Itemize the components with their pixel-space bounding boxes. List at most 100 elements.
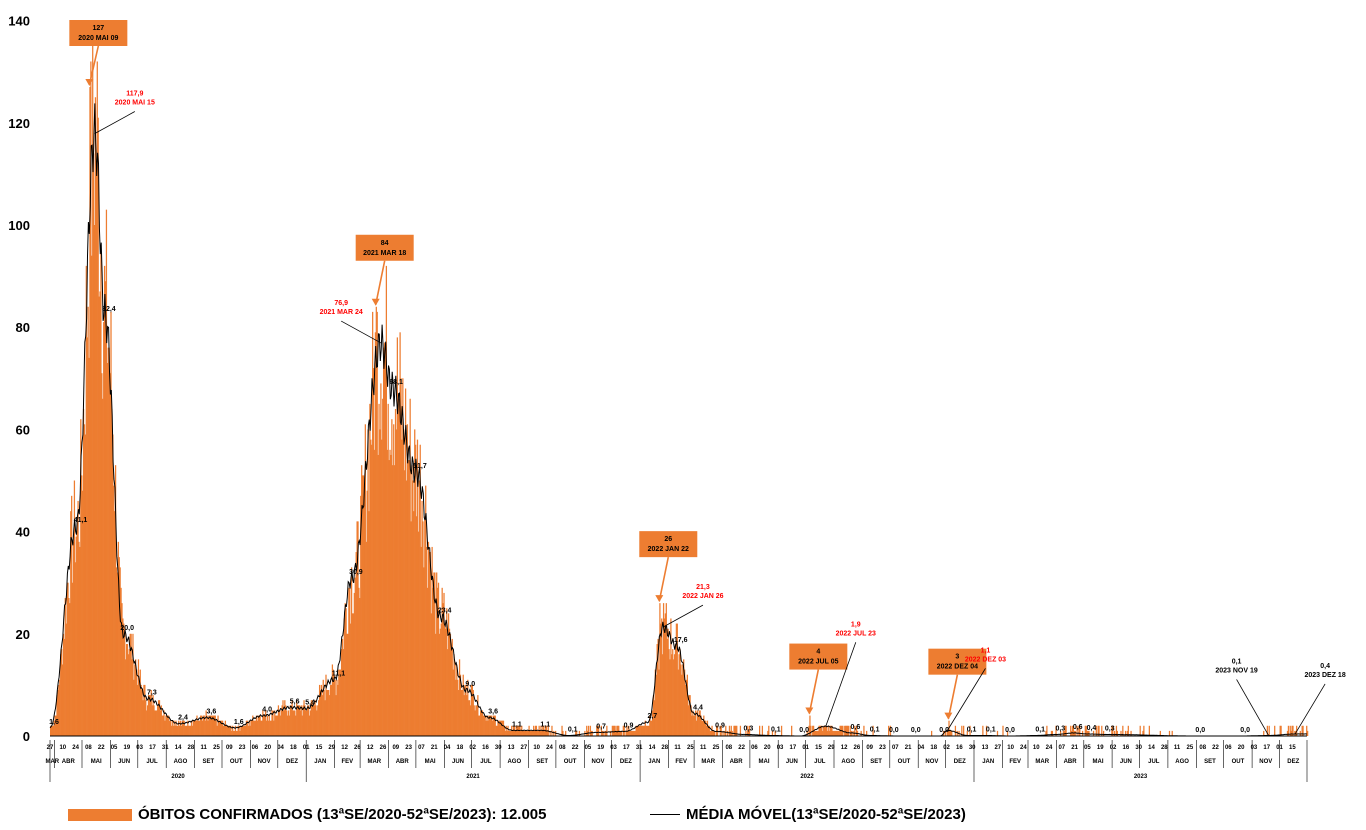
x-day-tick: 10: [59, 745, 66, 751]
bar: [1076, 725, 1078, 736]
callout-box: [639, 531, 698, 558]
bar: [672, 649, 674, 736]
bar: [384, 347, 387, 736]
bar: [694, 710, 697, 736]
bar: [270, 720, 272, 736]
bar: [686, 674, 688, 736]
bar: [457, 679, 459, 736]
bar: [739, 725, 742, 736]
bar: [106, 362, 108, 736]
bar: [736, 725, 738, 736]
bar: [600, 725, 602, 736]
bar: [460, 690, 463, 736]
bar: [305, 710, 307, 736]
bar: [149, 695, 151, 736]
bar: [434, 572, 436, 736]
bar: [378, 403, 380, 736]
bar: [264, 715, 266, 736]
data-label: 0,1: [967, 726, 977, 733]
bar: [847, 725, 850, 736]
bar: [172, 725, 174, 736]
bar: [255, 715, 258, 736]
callout-arrowhead: [944, 712, 953, 720]
bar: [513, 725, 516, 736]
x-day-tick: 22: [572, 745, 579, 751]
bar: [496, 725, 498, 736]
x-month-label: AGO: [174, 759, 188, 765]
bar: [295, 715, 297, 736]
bar: [1002, 725, 1004, 736]
bar: [702, 720, 704, 736]
bar: [189, 725, 191, 736]
bar: [1168, 730, 1171, 736]
x-day-tick: 09: [866, 745, 873, 751]
x-month-label: AGO: [507, 759, 521, 765]
bar: [368, 511, 370, 736]
bar: [522, 730, 525, 736]
bar: [1292, 725, 1294, 736]
bar: [541, 730, 543, 736]
bar: [458, 690, 460, 736]
bar: [64, 598, 66, 736]
bar: [222, 725, 225, 736]
bar: [452, 669, 454, 736]
bar: [676, 623, 678, 736]
bar: [604, 730, 606, 736]
x-month-label: JUN: [452, 759, 464, 765]
bar: [1115, 725, 1118, 736]
bar: [307, 705, 310, 736]
bar: [1062, 730, 1064, 736]
callout-value: 21,3: [696, 584, 710, 591]
bar: [420, 546, 422, 736]
bar: [243, 725, 245, 736]
bar: [708, 725, 710, 736]
bar: [433, 572, 435, 736]
bar: [1070, 730, 1073, 736]
bar: [372, 311, 374, 736]
bar: [248, 720, 250, 736]
bar: [200, 715, 203, 736]
bar: [316, 710, 318, 736]
legend-line-label: MÉDIA MÓVEL(13ªSE/2020-52ªSE/2023): [686, 806, 966, 823]
callout-value: 3: [955, 654, 959, 661]
bar: [318, 700, 320, 736]
x-day-tick: 09: [392, 745, 399, 751]
bar: [630, 730, 632, 736]
bar: [575, 730, 577, 736]
bar: [670, 618, 672, 736]
bar: [350, 567, 353, 736]
x-month-label: SET: [536, 759, 548, 765]
bar: [131, 659, 133, 736]
bar: [1072, 725, 1075, 736]
data-label: 0,3: [744, 725, 754, 732]
bar: [446, 608, 448, 736]
bar: [759, 725, 761, 736]
y-tick-label: 0: [23, 729, 30, 744]
x-day-tick: 15: [1289, 745, 1296, 751]
bar: [640, 725, 642, 736]
bar: [512, 730, 514, 736]
bar: [1286, 730, 1289, 736]
bar: [533, 730, 536, 736]
bar: [1307, 730, 1309, 736]
bar: [730, 725, 732, 736]
bar: [349, 587, 351, 736]
x-month-label: MAI: [91, 759, 102, 765]
bar: [673, 659, 675, 736]
bar: [1126, 730, 1129, 736]
bar: [729, 730, 731, 736]
bar: [501, 720, 504, 736]
bar: [1120, 730, 1122, 736]
bar: [629, 730, 631, 736]
bar: [711, 725, 713, 736]
x-day-tick: 26: [380, 745, 387, 751]
bar: [211, 715, 214, 736]
bar: [173, 720, 175, 736]
x-day-tick: 16: [956, 745, 963, 751]
x-day-tick: 23: [879, 745, 886, 751]
bar: [245, 720, 248, 736]
bar: [121, 603, 123, 736]
bar: [681, 674, 683, 736]
bar: [331, 664, 334, 736]
bar: [192, 720, 194, 736]
